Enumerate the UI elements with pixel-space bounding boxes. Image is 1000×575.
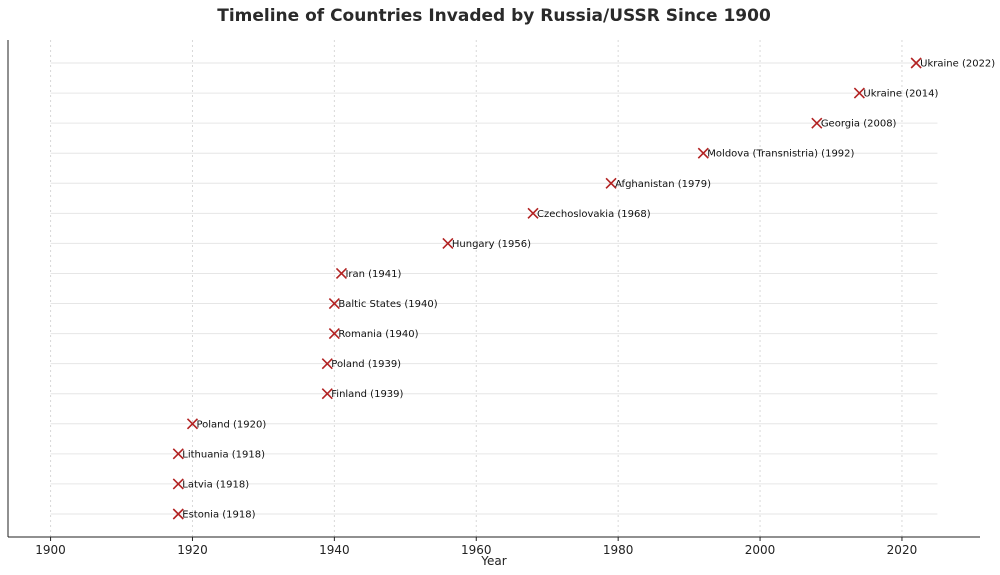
x-marker bbox=[172, 478, 184, 490]
data-point: Ukraine (2022) bbox=[910, 57, 995, 70]
x-tick-label: 2000 bbox=[745, 543, 776, 557]
x-marker bbox=[910, 57, 922, 69]
point-label: Estonia (1918) bbox=[182, 510, 255, 521]
data-points: Estonia (1918) Latvia (1918) Lithuania (19… bbox=[172, 57, 995, 521]
x-axis-label: Year bbox=[480, 554, 506, 568]
grid bbox=[50, 40, 938, 537]
point-label: Latvia (1918) bbox=[182, 479, 249, 490]
data-point: Moldova (Transnistria) (1992) bbox=[697, 147, 855, 160]
data-point: Finland (1939) bbox=[321, 388, 404, 400]
data-point: Baltic States (1940) bbox=[328, 297, 438, 310]
point-label: Baltic States (1940) bbox=[338, 299, 437, 310]
point-label: Romania (1940) bbox=[338, 329, 418, 340]
x-marker bbox=[335, 267, 348, 280]
x-tick-label: 1920 bbox=[177, 543, 208, 557]
data-point: Poland (1920) bbox=[186, 418, 266, 430]
x-marker bbox=[321, 358, 333, 370]
x-marker bbox=[697, 147, 709, 159]
x-tick-label: 1980 bbox=[603, 543, 634, 557]
x-ticks: 1900 1920 1940 1960 1980 2000 2020 bbox=[35, 537, 917, 557]
point-label: Poland (1939) bbox=[331, 359, 401, 370]
x-marker bbox=[328, 297, 340, 310]
point-label: Finland (1939) bbox=[331, 389, 403, 400]
point-label: Ukraine (2014) bbox=[863, 89, 938, 100]
x-marker bbox=[811, 117, 823, 129]
x-marker bbox=[442, 237, 454, 249]
data-point: Georgia (2008) bbox=[811, 117, 897, 130]
x-tick-label: 2020 bbox=[887, 543, 918, 557]
x-marker bbox=[527, 207, 539, 219]
x-marker bbox=[321, 388, 333, 400]
point-label: Georgia (2008) bbox=[821, 119, 897, 130]
chart-title: Timeline of Countries Invaded by Russia/… bbox=[217, 6, 771, 26]
data-point: Afghanistan (1979) bbox=[605, 177, 711, 190]
point-label: Czechoslovakia (1968) bbox=[537, 209, 651, 220]
data-point: Ukraine (2014) bbox=[853, 87, 939, 100]
data-point: Latvia (1918) bbox=[172, 478, 249, 490]
point-label: Hungary (1956) bbox=[452, 239, 531, 250]
point-label: Lithuania (1918) bbox=[182, 449, 265, 460]
x-marker bbox=[605, 177, 617, 189]
x-tick-label: 1940 bbox=[319, 543, 350, 557]
point-label: Moldova (Transnistria) (1992) bbox=[707, 149, 854, 160]
x-marker bbox=[172, 508, 184, 520]
data-point: Hungary (1956) bbox=[442, 237, 531, 250]
axes bbox=[7, 40, 980, 538]
data-point: Poland (1939) bbox=[321, 358, 401, 370]
x-tick-label: 1960 bbox=[461, 543, 492, 557]
point-label: Iran (1941) bbox=[345, 269, 401, 280]
x-tick-label: 1900 bbox=[35, 543, 66, 557]
point-label: Poland (1920) bbox=[196, 419, 266, 430]
point-label: Ukraine (2022) bbox=[920, 59, 995, 70]
data-point: Romania (1940) bbox=[328, 328, 419, 340]
x-marker bbox=[853, 87, 865, 99]
point-label: Afghanistan (1979) bbox=[615, 179, 711, 190]
x-marker bbox=[328, 328, 340, 340]
data-point: Estonia (1918) bbox=[172, 508, 256, 521]
data-point: Czechoslovakia (1968) bbox=[527, 207, 651, 220]
x-marker bbox=[172, 448, 184, 460]
data-point: Lithuania (1918) bbox=[172, 448, 265, 460]
data-point: Iran (1941) bbox=[335, 267, 402, 280]
x-marker bbox=[186, 418, 199, 430]
